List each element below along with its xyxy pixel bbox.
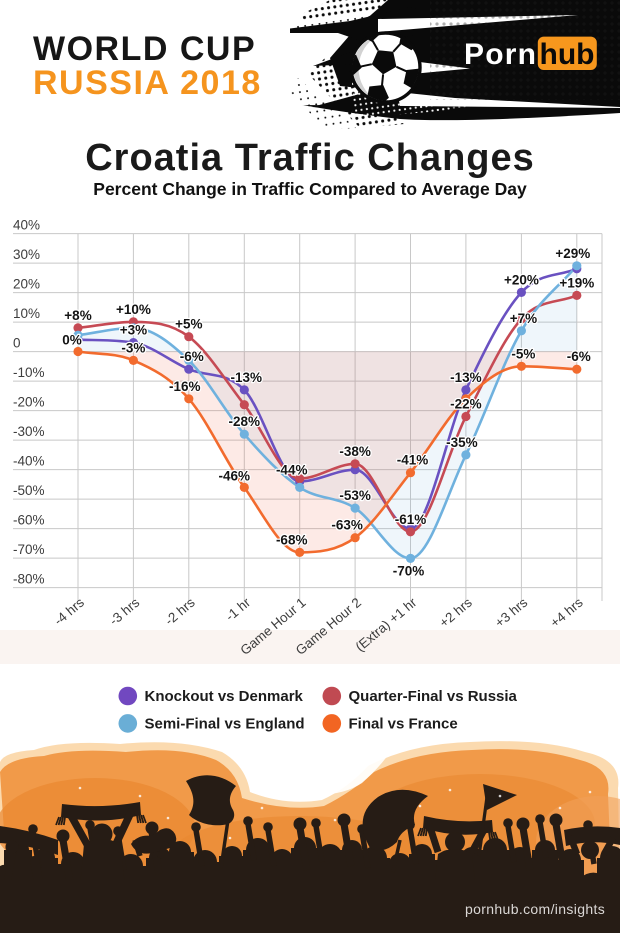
svg-text:-35%: -35% bbox=[446, 435, 478, 450]
svg-text:-63%: -63% bbox=[331, 518, 363, 533]
svg-text:-61%: -61% bbox=[395, 512, 427, 527]
svg-text:-46%: -46% bbox=[219, 468, 251, 483]
svg-text:Porn: Porn bbox=[464, 38, 537, 71]
svg-text:-60%: -60% bbox=[13, 513, 45, 528]
svg-text:30%: 30% bbox=[13, 247, 40, 262]
svg-text:-41%: -41% bbox=[397, 453, 429, 468]
svg-text:20%: 20% bbox=[13, 277, 40, 292]
svg-text:-5%: -5% bbox=[511, 346, 535, 361]
svg-text:-80%: -80% bbox=[13, 572, 45, 587]
svg-text:40%: 40% bbox=[13, 218, 40, 233]
svg-text:WORLD CUP: WORLD CUP bbox=[33, 30, 256, 68]
svg-text:+3%: +3% bbox=[120, 323, 147, 338]
svg-text:Final vs France: Final vs France bbox=[349, 715, 458, 732]
svg-text:Knockout vs Denmark: Knockout vs Denmark bbox=[145, 688, 304, 705]
svg-text:-16%: -16% bbox=[169, 379, 201, 394]
svg-text:Quarter-Final vs Russia: Quarter-Final vs Russia bbox=[349, 688, 518, 705]
svg-text:-6%: -6% bbox=[567, 349, 591, 364]
svg-text:Croatia Traffic Changes: Croatia Traffic Changes bbox=[85, 137, 535, 179]
svg-text:-28%: -28% bbox=[229, 414, 261, 429]
svg-text:-68%: -68% bbox=[276, 532, 308, 547]
svg-text:-3%: -3% bbox=[121, 340, 145, 355]
svg-text:-70%: -70% bbox=[13, 542, 45, 557]
svg-text:+7%: +7% bbox=[510, 311, 537, 326]
svg-text:-20%: -20% bbox=[13, 395, 45, 410]
svg-text:0%: 0% bbox=[62, 333, 82, 348]
svg-text:+10%: +10% bbox=[116, 302, 151, 317]
svg-text:0: 0 bbox=[13, 336, 21, 351]
svg-text:+8%: +8% bbox=[64, 308, 91, 323]
svg-text:-22%: -22% bbox=[450, 397, 482, 412]
svg-text:-40%: -40% bbox=[13, 454, 45, 469]
svg-text:-50%: -50% bbox=[13, 483, 45, 498]
svg-text:-10%: -10% bbox=[13, 365, 45, 380]
svg-text:-6%: -6% bbox=[180, 349, 204, 364]
svg-text:-13%: -13% bbox=[231, 370, 263, 385]
svg-text:RUSSIA 2018: RUSSIA 2018 bbox=[33, 64, 262, 102]
svg-text:-53%: -53% bbox=[339, 488, 371, 503]
svg-text:+19%: +19% bbox=[559, 275, 594, 290]
svg-text:+5%: +5% bbox=[175, 317, 202, 332]
svg-text:-70%: -70% bbox=[393, 563, 425, 578]
svg-text:Percent Change in Traffic Comp: Percent Change in Traffic Compared to Av… bbox=[93, 179, 527, 199]
svg-text:hub: hub bbox=[540, 38, 595, 71]
svg-text:-30%: -30% bbox=[13, 424, 45, 439]
svg-text:pornhub.com/insights: pornhub.com/insights bbox=[465, 901, 605, 917]
svg-text:-38%: -38% bbox=[339, 444, 371, 459]
svg-text:+29%: +29% bbox=[555, 246, 590, 261]
svg-text:+20%: +20% bbox=[504, 272, 539, 287]
svg-text:-13%: -13% bbox=[450, 370, 482, 385]
svg-text:10%: 10% bbox=[13, 306, 40, 321]
svg-text:Semi-Final vs England: Semi-Final vs England bbox=[145, 715, 305, 732]
svg-text:-44%: -44% bbox=[276, 463, 308, 478]
